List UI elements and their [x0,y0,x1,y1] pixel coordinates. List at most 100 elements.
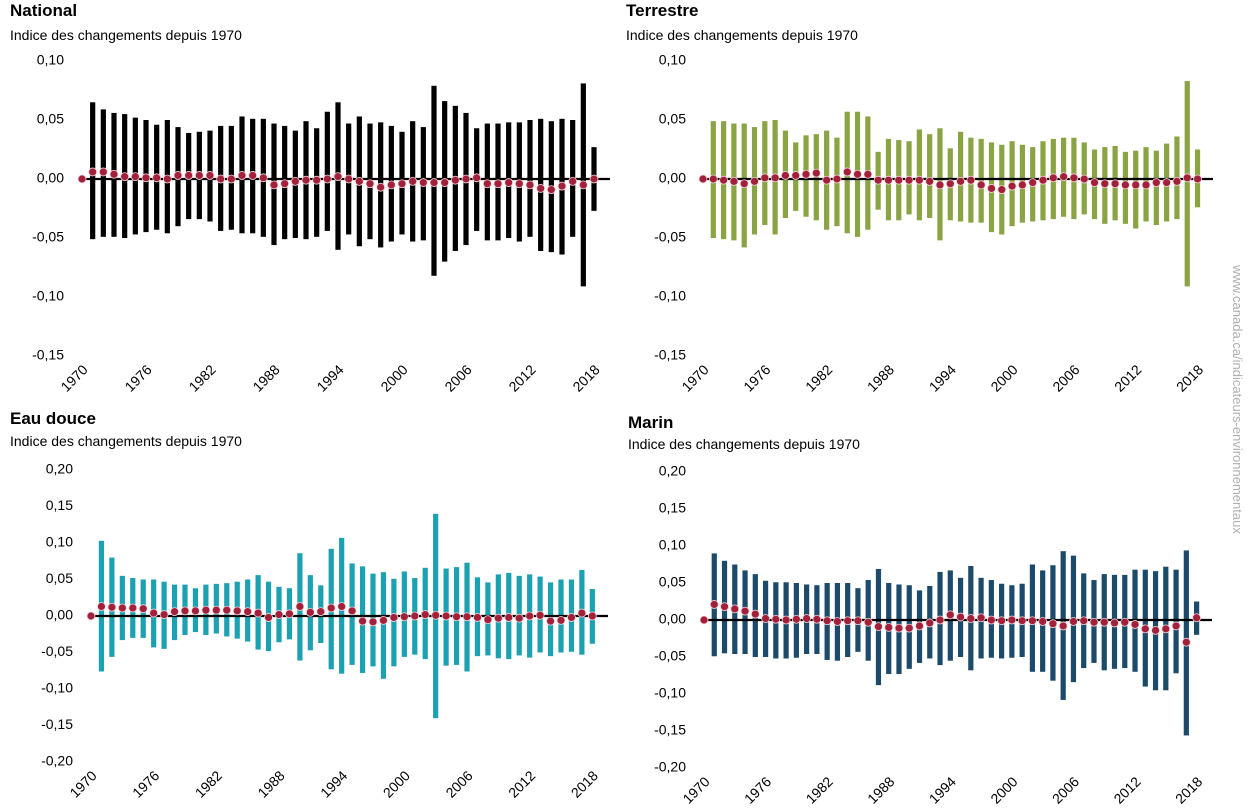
y-tick-label: 0,15 [659,500,686,516]
index-dot [1140,624,1150,634]
panel-subtitle: Indice des changements depuis 1970 [626,27,858,43]
index-dot [812,614,822,624]
index-dot [237,171,247,180]
index-dot [397,179,407,189]
index-dot [832,174,842,184]
index-dot [120,172,130,182]
index-dot [761,614,770,623]
y-tick-label: -0,20 [41,753,73,769]
index-dot [719,175,729,185]
index-dot [461,174,471,184]
index-dot [222,605,232,615]
index-dot [914,175,924,185]
index-dot [535,610,545,620]
y-tick-label: 0,05 [659,111,686,127]
x-tick-label: 1982 [192,767,225,800]
y-tick-label: -0,15 [654,722,686,738]
index-dot [976,613,986,623]
index-dot [874,622,883,632]
index-dot [326,603,336,613]
index-dot [379,615,388,625]
index-dot [556,615,566,625]
index-dot [987,184,996,193]
index-dot [141,173,151,183]
x-tick-label: 1994 [926,361,959,394]
index-dot [410,611,420,621]
index-dot [493,613,503,623]
x-tick-label: 1988 [864,361,897,394]
index-dot [97,602,106,611]
index-dot [1162,178,1172,187]
index-dot [894,175,904,185]
index-dot [750,609,760,619]
index-dot [333,172,343,182]
index-dot [1131,180,1141,190]
y-tick-label: -0,05 [654,229,686,245]
index-dot [285,609,294,619]
y-tick-label: 0,20 [46,461,73,477]
index-dot [184,171,194,180]
source-note: www.canada.ca/indicateurs-environnementa… [1230,264,1245,534]
x-tick-label: 2000 [377,361,410,394]
index-dot [568,176,578,186]
index-dot [720,602,729,612]
index-dot [1161,624,1171,634]
x-tick-label: 1994 [926,773,959,806]
index-dot [1048,173,1058,183]
x-tick-label: 1994 [313,361,346,394]
index-dot [243,607,253,617]
y-tick-label: -0,10 [654,288,686,304]
range-bar [1153,150,1159,226]
index-dot [1007,615,1017,625]
index-dot [316,607,326,617]
index-dot [873,175,883,185]
index-dot [997,185,1007,195]
index-dot [408,176,418,186]
index-dot [546,616,555,626]
index-dot [354,176,364,186]
x-tick-label: 1970 [66,767,99,800]
index-dot [698,174,708,184]
index-dot [205,171,215,180]
index-dot [822,616,832,626]
index-dot [1038,175,1048,185]
range-bar [762,121,768,226]
index-dot [399,612,409,622]
y-tick-label: -0,20 [654,759,686,775]
index-dot [945,610,955,620]
x-tick-label: 2018 [1173,361,1206,394]
x-tick-label: 2006 [1049,361,1082,394]
index-dot [1100,179,1110,189]
index-dot [811,168,821,178]
y-tick-label: 0,10 [659,52,686,68]
index-dot [347,606,357,616]
index-dot [863,617,873,627]
x-tick-label: 2006 [442,767,475,800]
range-bar [957,131,964,222]
index-dot [211,605,221,615]
index-dot [429,178,439,187]
index-dot [945,179,955,189]
index-dot [149,608,159,618]
index-dot [418,178,428,187]
index-dot [770,173,780,183]
index-dot [376,182,386,192]
index-dot [337,602,347,611]
index-dot [699,615,709,625]
index-dot [997,616,1007,626]
index-dot [915,621,924,631]
index-dot [514,613,524,623]
y-tick-label: 0,00 [37,170,64,186]
x-tick-label: 1988 [254,767,287,800]
index-dot [557,181,567,191]
y-tick-label: -0,05 [654,648,686,664]
index-dot [589,174,599,184]
index-dot [88,167,98,177]
index-dot [180,606,190,616]
index-dot [1110,179,1120,189]
index-dot [578,180,588,190]
index-dot [781,171,790,180]
x-tick-label: 2012 [1110,773,1143,806]
panel-title: Marin [628,413,673,432]
index-dot [1007,181,1017,191]
